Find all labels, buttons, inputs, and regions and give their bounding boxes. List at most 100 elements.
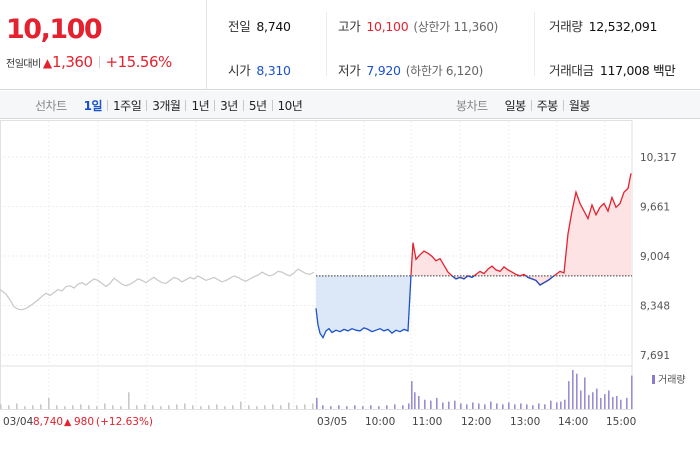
volume-bar (378, 406, 380, 409)
stat-value: 8,740 (256, 19, 291, 34)
y-tick-label: 7,691 (640, 350, 670, 362)
volume-bar (296, 405, 298, 409)
tab-divider (271, 99, 273, 111)
volume-bar (240, 401, 242, 409)
tab-daily[interactable]: 일봉 (504, 98, 527, 113)
volume-bar (596, 388, 598, 409)
stat-volume: 거래량 12,532,091 (549, 16, 657, 35)
volume-bar (316, 397, 318, 409)
volume-bar (362, 406, 364, 409)
stat-divider (534, 12, 535, 76)
volume-bar (200, 406, 202, 409)
stat-amount: 거래대금 117,008 백만 (549, 60, 676, 79)
tab-3y[interactable]: 3년 (220, 98, 238, 113)
volume-bar (408, 403, 410, 409)
x-tick-label: 11:00 (412, 416, 442, 428)
volume-bar (604, 394, 606, 409)
volume-bar (588, 395, 590, 409)
tab-divider (146, 99, 148, 111)
volume-bar (484, 404, 486, 409)
above-reference-area (411, 173, 631, 285)
change-row: 전일대비 ▲ 1,360 +15.56% (6, 53, 172, 71)
stat-label: 저가 (338, 63, 361, 78)
current-price: 10,100 (6, 14, 103, 45)
x-tick-label: 15:00 (606, 416, 636, 428)
tab-1y[interactable]: 1년 (191, 98, 210, 113)
volume-bar (496, 403, 498, 409)
volume-bar (526, 404, 528, 409)
y-tick-label: 9,004 (640, 251, 670, 263)
tab-divider (214, 99, 216, 111)
volume-bar (88, 405, 90, 409)
volume-bar (472, 402, 474, 409)
up-triangle-icon: ▲ (42, 56, 53, 70)
tab-1d[interactable]: 1일 (83, 98, 103, 113)
prev-day-change: 980 (74, 416, 94, 428)
stat-high: 고가 10,100 (상한가 11,360) (338, 16, 498, 35)
chart-svg: 10,317 9,661 9,004 8,348 7,691 거래량 03/05 10:00 1… (0, 120, 686, 428)
volume-bar (544, 404, 546, 409)
volume-bar (612, 396, 614, 409)
volume-bar (208, 405, 210, 409)
volume-bar (568, 381, 570, 409)
volume-bar (442, 402, 444, 409)
stat-prev-close: 전일 8,740 (228, 16, 291, 35)
volume-bar (184, 403, 186, 409)
intraday-chart[interactable]: 10,317 9,661 9,004 8,348 7,691 거래량 03/05 10:00 1… (0, 120, 700, 450)
stat-value: 12,532,091 (588, 19, 658, 34)
tab-monthly[interactable]: 월봉 (568, 98, 591, 113)
volume-bar (631, 375, 633, 409)
volume-bar (354, 405, 356, 409)
volume-bar (232, 405, 234, 409)
volume-bar (338, 405, 340, 409)
today-price-line-up (410, 173, 632, 286)
volume-bar (112, 405, 114, 409)
volume-bar (564, 399, 566, 409)
volume-bar (312, 403, 314, 409)
tab-5y[interactable]: 5년 (248, 98, 267, 113)
volume-bar (224, 406, 226, 409)
candle-chart-title: 봉차트 (456, 98, 488, 113)
change-percent: +15.56% (105, 53, 173, 71)
chart-period-bar: 선차트 1일 1주일 3개월 1년 3년 5년 10년 봉차트 일봉 주봉 월봉 (0, 91, 700, 119)
tab-3m[interactable]: 3개월 (152, 98, 181, 113)
prev-day-up-triangle-icon: ▲ (64, 417, 72, 428)
y-tick-label: 10,317 (640, 152, 677, 164)
volume-bar (120, 406, 122, 409)
tab-10y[interactable]: 10년 (277, 98, 303, 113)
volume-bar (264, 405, 266, 409)
volume-bar (168, 405, 170, 409)
stat-low: 저가 7,920 (하한가 6,120) (338, 60, 483, 79)
volume-bar (448, 401, 450, 409)
prev-day-change-pct: (+12.63%) (96, 416, 153, 428)
stat-label: 거래량 (549, 19, 583, 34)
stat-value: 117,008 백만 (599, 63, 676, 78)
stat-value: 10,100 (366, 19, 409, 34)
volume-bar (64, 406, 66, 409)
tab-divider (242, 99, 244, 111)
stat-value: 7,920 (366, 63, 401, 78)
volume-bar (508, 402, 510, 409)
volume-bar (424, 399, 426, 409)
volume-bar (514, 404, 516, 409)
line-chart-tabs: 선차트 1일 1주일 3개월 1년 3년 5년 10년 (35, 91, 307, 119)
volume-bar (466, 404, 468, 409)
volume-bar (414, 392, 416, 409)
volume-bar (0, 404, 2, 409)
x-tick-label: 13:00 (510, 416, 540, 428)
prev-day-close: 8,740 (33, 416, 63, 428)
volume-bar (592, 392, 594, 409)
volume-legend-label: 거래량 (658, 374, 686, 386)
today-price-line-down (315, 275, 412, 340)
price-box: 10,100 전일대비 ▲ 1,360 +15.56% (0, 0, 207, 90)
volume-bar (386, 405, 388, 409)
tab-divider (530, 99, 532, 111)
upper-limit: (상한가 11,360) (413, 20, 499, 34)
volume-bar (322, 405, 324, 409)
stat-label: 전일 (228, 19, 251, 34)
tab-weekly[interactable]: 주봉 (536, 98, 559, 113)
x-tick-label: 10:00 (365, 416, 395, 428)
tab-1w[interactable]: 1주일 (113, 98, 142, 113)
volume-bar (584, 377, 586, 409)
volume-bar (620, 399, 622, 409)
